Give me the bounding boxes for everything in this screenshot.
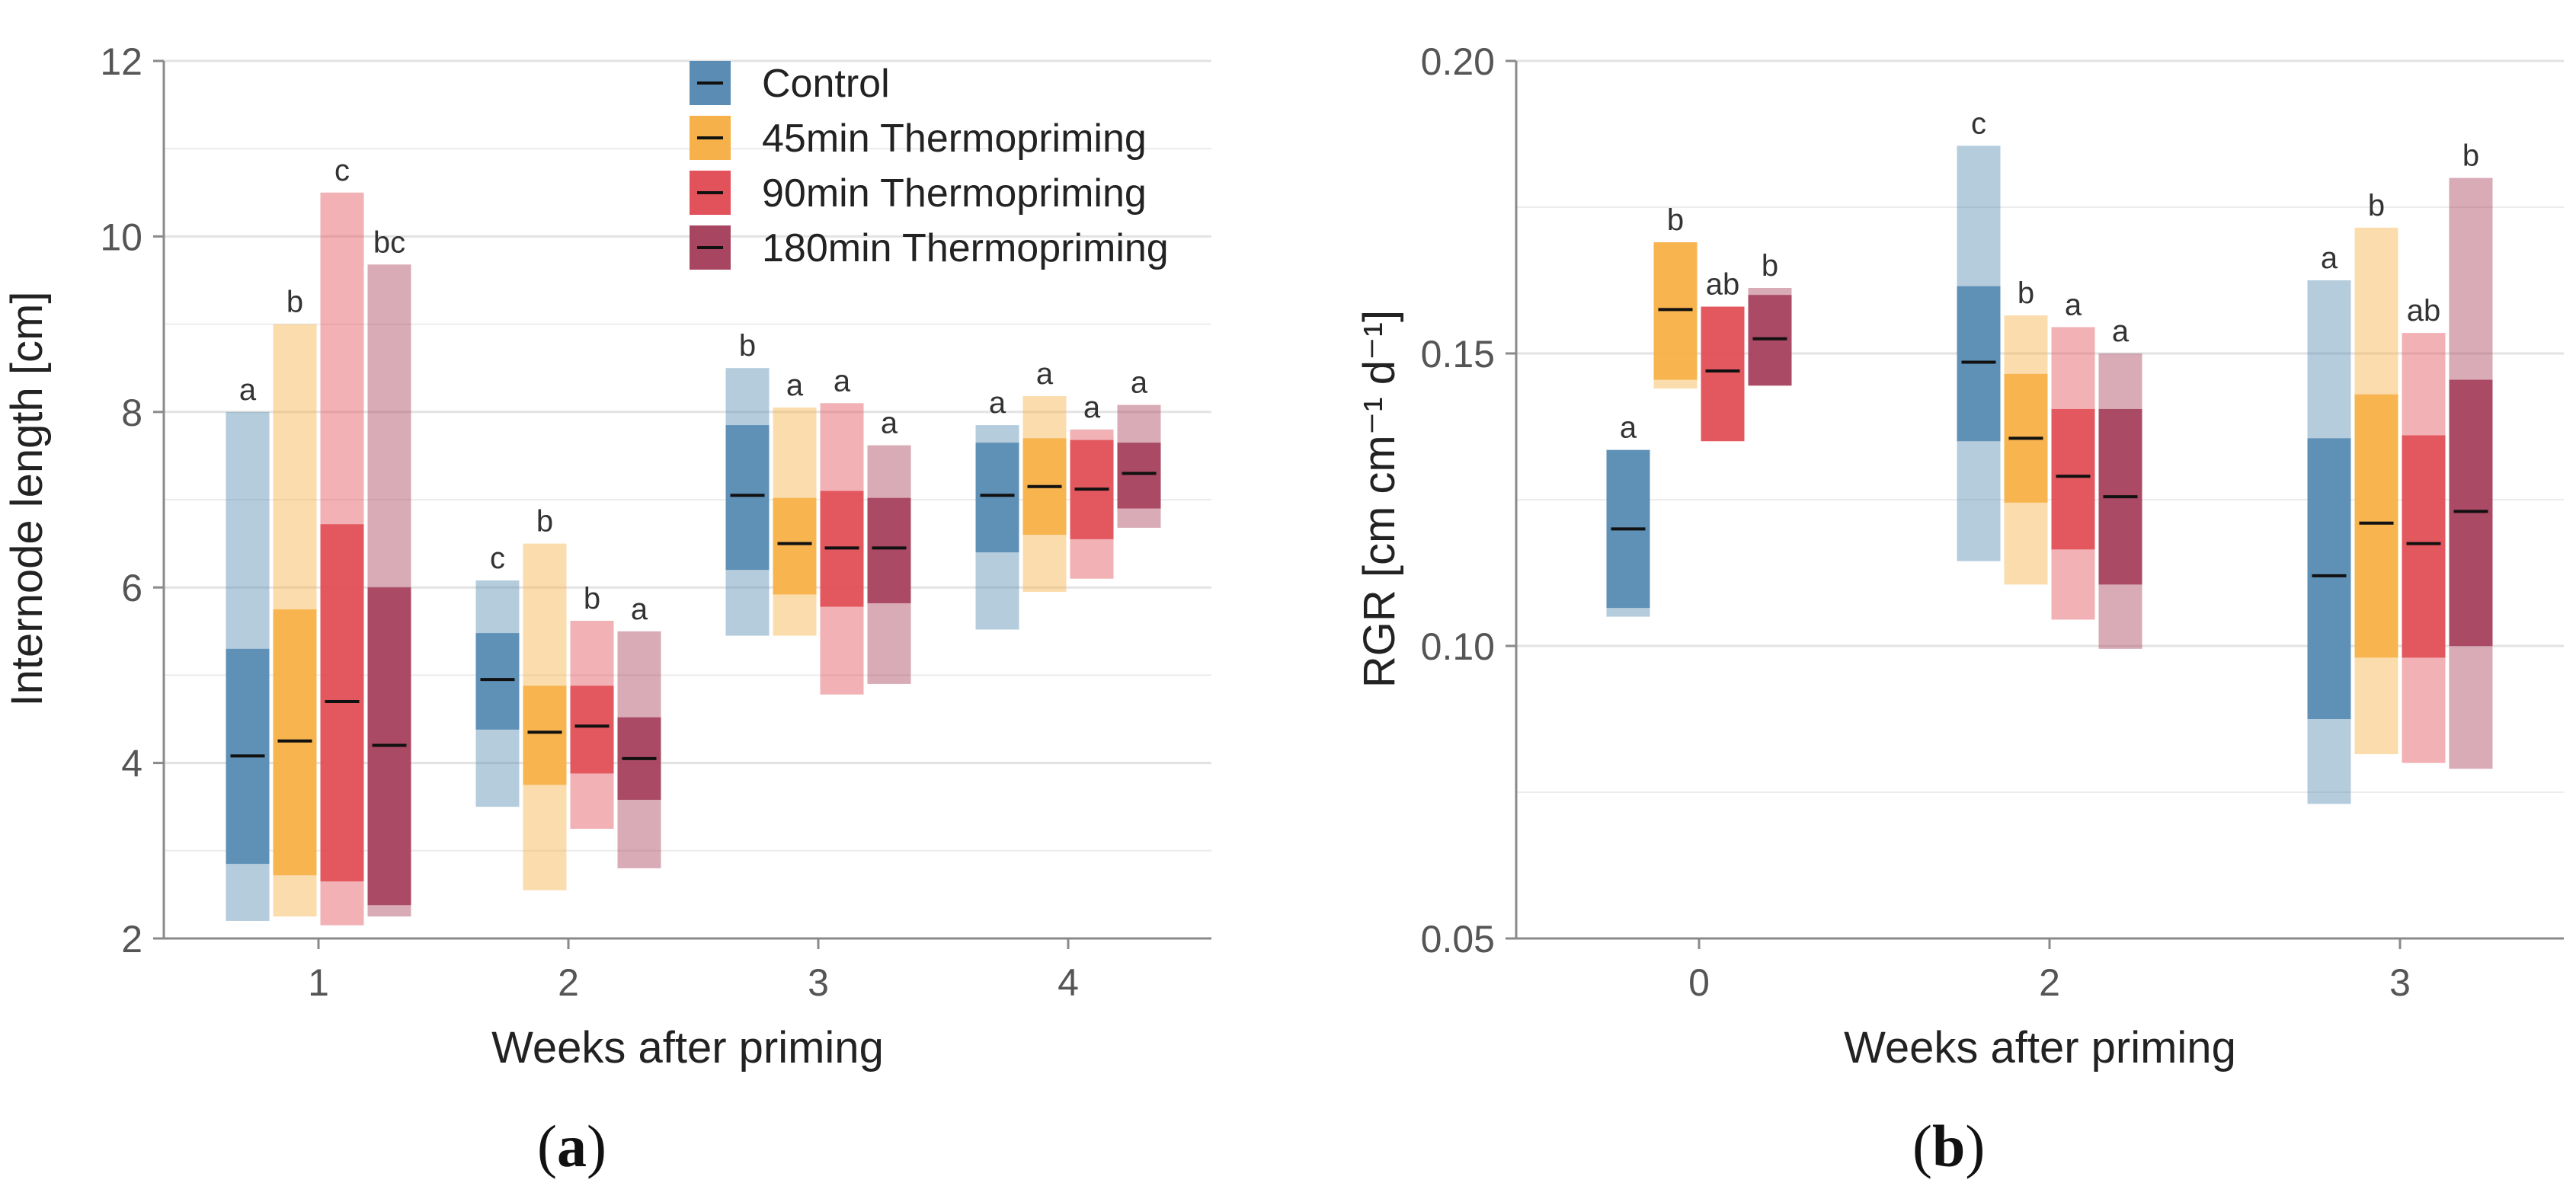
significance-letter: a [239,373,257,407]
x-tick-label: 3 [808,961,829,1004]
legend-label: 45min Thermopriming [762,117,1147,161]
caption-b: (b) [1912,1113,1986,1179]
significance-letter: b [2462,139,2479,173]
y-tick-label: 12 [100,40,142,83]
y-tick-label: 0.15 [1421,333,1495,376]
x-axis-title: Weeks after priming [491,1023,884,1073]
significance-letter: a [1131,366,1148,400]
legend: Control 45min Thermopriming 90min Thermopr… [690,61,1169,270]
significance-letter: bc [373,225,405,259]
iqr-box [2051,408,2095,550]
significance-letter: a [2112,315,2130,348]
significance-letter: b [1667,203,1684,237]
significance-letter: b [536,505,553,539]
x-tick-label: 4 [1058,961,1079,1004]
significance-letter: a [1620,411,1637,445]
y-axis-title: Internode length [cm] [2,292,52,707]
x-tick-label: 0 [1688,961,1710,1004]
caption-a: (a) [537,1113,606,1179]
significance-letter: a [1036,357,1054,391]
y-tick-label: 2 [121,918,142,961]
x-tick-label: 3 [2389,961,2411,1004]
iqr-box [2402,435,2446,658]
significance-letter: a [786,369,804,402]
significance-letter: ab [2407,294,2441,328]
y-tick-label: 0.05 [1421,918,1495,961]
iqr-box [725,425,770,571]
significance-letter: a [834,364,851,398]
significance-letter: c [1971,107,1986,140]
significance-letter: c [490,542,505,575]
significance-letter: b [286,286,303,319]
x-tick-label: 2 [558,961,579,1004]
x-axis-title: Weeks after priming [1844,1023,2236,1073]
y-tick-label: 10 [100,216,142,258]
significance-letter: a [2065,288,2082,321]
y-tick-label: 4 [121,743,142,785]
y-tick-label: 0.20 [1421,40,1495,83]
significance-letter: ab [1706,268,1740,302]
legend-label: Control [762,62,890,106]
significance-letter: c [334,154,350,187]
significance-letter: a [989,386,1006,420]
y-tick-label: 8 [121,392,142,434]
iqr-box [1701,306,1745,442]
iqr-box [867,497,911,603]
significance-letter: b [2018,277,2034,310]
iqr-box [475,633,520,730]
y-tick-label: 6 [121,567,142,609]
legend-label: 90min Thermopriming [762,171,1147,216]
x-tick-label: 1 [308,961,329,1004]
significance-letter: b [584,582,600,615]
iqr-box [570,686,614,774]
iqr-box [975,443,1019,553]
significance-letter: a [881,407,898,440]
iqr-box [523,686,567,785]
significance-letter: a [1083,391,1101,424]
panel-b-chart: 0.050.100.150.200ababb2cbaa3ababb4aaaaWe… [1355,40,2564,1073]
significance-letter: b [739,329,756,363]
iqr-box [773,497,817,595]
significance-letter: b [1762,249,1778,283]
iqr-box [2354,394,2398,658]
significance-letter: a [2321,241,2338,275]
iqr-box [2307,438,2351,719]
significance-letter: a [631,593,648,626]
y-tick-label: 0.10 [1421,625,1495,668]
significance-letter: b [2368,189,2385,222]
x-tick-label: 2 [2039,961,2060,1004]
iqr-box [1117,443,1161,509]
y-axis-title: RGR [cm cm⁻¹ d⁻¹] [1355,310,1404,688]
legend-label: 180min Thermopriming [762,226,1169,270]
